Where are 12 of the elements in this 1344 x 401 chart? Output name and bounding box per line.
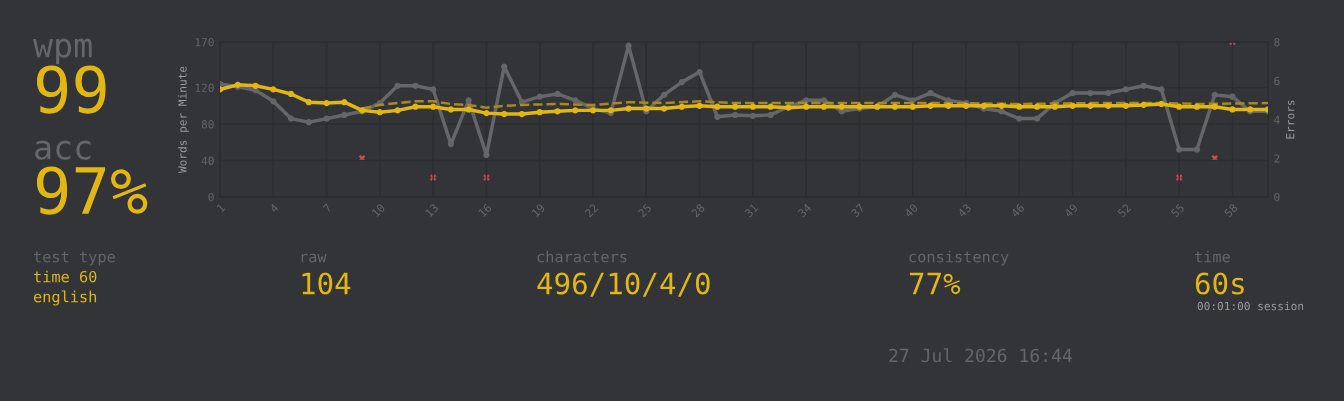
text: 60s <box>1195 272 1244 295</box>
text: wpm <box>33 38 92 65</box>
text: 97% <box>36 166 148 215</box>
text: 00:01:00 session <box>1197 301 1304 311</box>
y2-axis-title: Errors <box>1286 100 1295 139</box>
text: 77% <box>909 272 961 295</box>
text: time 60 <box>33 270 97 283</box>
text: 496/10/4/0 <box>537 272 710 297</box>
y-axis-title: Words per Minute <box>178 66 189 174</box>
text: english <box>33 290 97 306</box>
text: 104 <box>302 272 351 295</box>
text: 99 <box>36 65 106 114</box>
